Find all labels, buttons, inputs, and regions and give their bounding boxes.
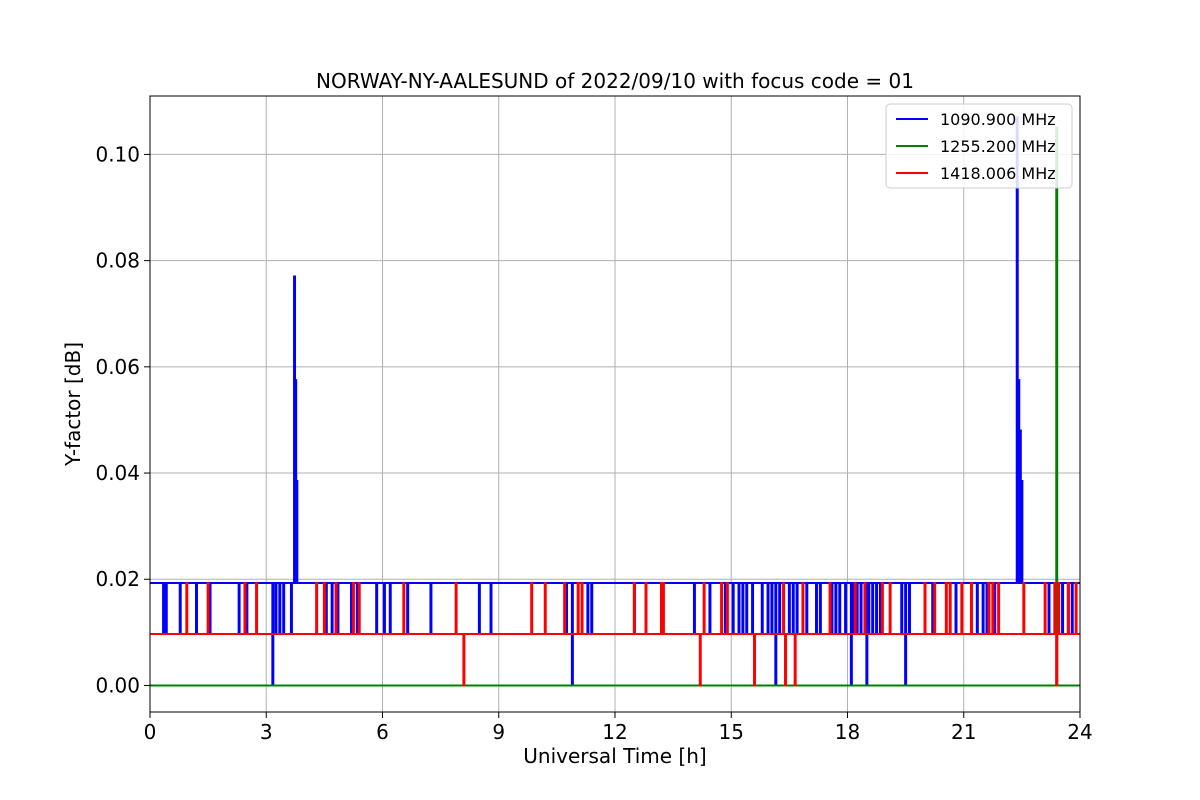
x-tick-label: 0: [144, 720, 157, 744]
y-tick-label: 0.10: [95, 142, 140, 166]
x-axis-label: Universal Time [h]: [523, 744, 706, 768]
legend-label-1: 1090.900 MHz: [940, 110, 1056, 129]
y-tick-label: 0.00: [95, 673, 140, 697]
x-tick-label: 24: [1067, 720, 1092, 744]
x-tick-label: 12: [602, 720, 627, 744]
x-axis: 0 3 6 9 12 15 18 21 24: [144, 712, 1093, 744]
y-tick-label: 0.06: [95, 355, 140, 379]
y-tick-label: 0.02: [95, 567, 140, 591]
x-tick-label: 21: [951, 720, 976, 744]
y-axis-label: Y-factor [dB]: [61, 342, 85, 467]
x-tick-label: 18: [835, 720, 860, 744]
y-tick-label: 0.08: [95, 249, 140, 273]
y-tick-label: 0.04: [95, 461, 140, 485]
x-tick-label: 3: [260, 720, 273, 744]
x-tick-label: 6: [376, 720, 389, 744]
legend-label-3: 1418.006 MHz: [940, 164, 1056, 183]
series-line-3: [150, 581, 1080, 687]
chart-title: NORWAY-NY-AALESUND of 2022/09/10 with fo…: [316, 69, 914, 93]
legend-label-2: 1255.200 MHz: [940, 137, 1056, 156]
y-axis: 0.00 0.02 0.04 0.06 0.08 0.10: [95, 142, 150, 697]
legend-box: [885, 103, 1073, 189]
x-tick-label: 15: [719, 720, 744, 744]
legend: 1090.900 MHz 1255.200 MHz 1418.006 MHz: [885, 103, 1073, 189]
x-tick-label: 9: [492, 720, 505, 744]
